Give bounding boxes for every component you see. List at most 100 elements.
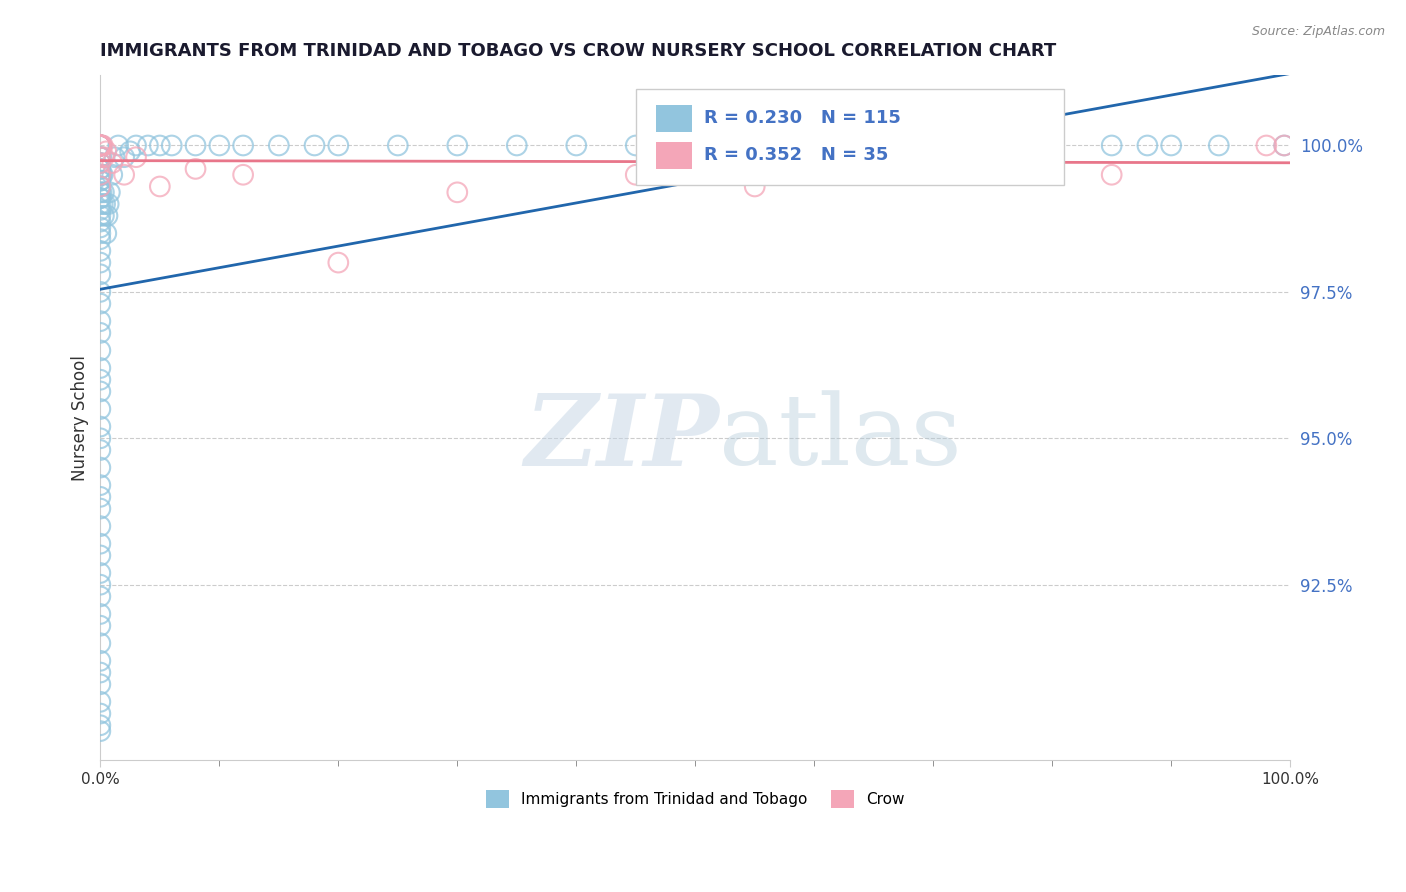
- Point: [89, 566, 111, 580]
- Point: [89, 296, 111, 310]
- Point: [328, 138, 350, 153]
- Point: [565, 138, 588, 153]
- Point: [1208, 138, 1230, 153]
- Point: [1136, 138, 1159, 153]
- Point: [89, 138, 111, 153]
- Point: [89, 402, 111, 417]
- Point: [208, 138, 231, 153]
- Point: [91, 138, 114, 153]
- Point: [112, 150, 135, 164]
- Point: [89, 373, 111, 387]
- Point: [89, 161, 111, 176]
- Point: [446, 138, 468, 153]
- Point: [90, 186, 112, 200]
- Point: [267, 138, 290, 153]
- Point: [89, 138, 111, 153]
- Point: [89, 138, 111, 153]
- Point: [1040, 138, 1063, 153]
- Point: [98, 186, 121, 200]
- Point: [89, 209, 111, 223]
- Point: [387, 138, 409, 153]
- Point: [506, 138, 529, 153]
- Point: [125, 150, 148, 164]
- Point: [1101, 138, 1123, 153]
- Point: [89, 150, 111, 164]
- Point: [89, 326, 111, 340]
- Point: [101, 156, 124, 170]
- Point: [149, 138, 172, 153]
- Point: [160, 138, 183, 153]
- Y-axis label: Nursery School: Nursery School: [72, 355, 89, 481]
- Point: [89, 460, 111, 475]
- Point: [90, 138, 112, 153]
- Point: [89, 138, 111, 153]
- Point: [89, 478, 111, 492]
- Point: [1272, 138, 1295, 153]
- Point: [89, 419, 111, 434]
- Point: [1256, 138, 1278, 153]
- Point: [93, 186, 115, 200]
- Point: [89, 156, 111, 170]
- Text: R = 0.352   N = 35: R = 0.352 N = 35: [703, 146, 889, 164]
- Point: [89, 202, 111, 217]
- Point: [136, 138, 159, 153]
- Point: [89, 442, 111, 457]
- Point: [89, 156, 111, 170]
- Point: [624, 168, 647, 182]
- Point: [89, 138, 111, 153]
- Point: [89, 636, 111, 650]
- Point: [90, 150, 112, 164]
- Point: [89, 618, 111, 632]
- Point: [89, 173, 111, 187]
- Point: [89, 706, 111, 721]
- Point: [89, 138, 111, 153]
- Point: [89, 138, 111, 153]
- Point: [981, 138, 1004, 153]
- Point: [89, 268, 111, 282]
- Point: [89, 150, 111, 164]
- Point: [89, 186, 111, 200]
- Point: [89, 138, 111, 153]
- Point: [1160, 138, 1182, 153]
- Point: [89, 220, 111, 235]
- Point: [89, 501, 111, 516]
- Point: [1040, 138, 1063, 153]
- Point: [89, 191, 111, 205]
- Point: [744, 179, 766, 194]
- Point: [89, 161, 111, 176]
- Point: [89, 654, 111, 668]
- Point: [89, 718, 111, 732]
- Point: [89, 677, 111, 691]
- Text: R = 0.230   N = 115: R = 0.230 N = 115: [703, 110, 900, 128]
- FancyBboxPatch shape: [636, 89, 1064, 185]
- Point: [981, 138, 1004, 153]
- Point: [89, 384, 111, 399]
- Point: [89, 343, 111, 358]
- Point: [89, 590, 111, 604]
- Point: [89, 138, 111, 153]
- Point: [96, 227, 118, 241]
- Point: [149, 179, 172, 194]
- Point: [93, 209, 115, 223]
- Point: [89, 138, 111, 153]
- Point: [89, 724, 111, 739]
- Point: [125, 138, 148, 153]
- Point: [89, 138, 111, 153]
- Point: [446, 186, 468, 200]
- Point: [89, 138, 111, 153]
- Point: [89, 519, 111, 533]
- Point: [120, 145, 142, 159]
- Point: [89, 138, 111, 153]
- Point: [184, 161, 207, 176]
- Point: [184, 138, 207, 153]
- Point: [89, 490, 111, 504]
- Point: [89, 173, 111, 187]
- Point: [89, 138, 111, 153]
- Point: [922, 138, 945, 153]
- Point: [862, 150, 884, 164]
- Point: [624, 138, 647, 153]
- Point: [89, 138, 111, 153]
- Point: [89, 138, 111, 153]
- Point: [89, 197, 111, 211]
- Point: [89, 285, 111, 299]
